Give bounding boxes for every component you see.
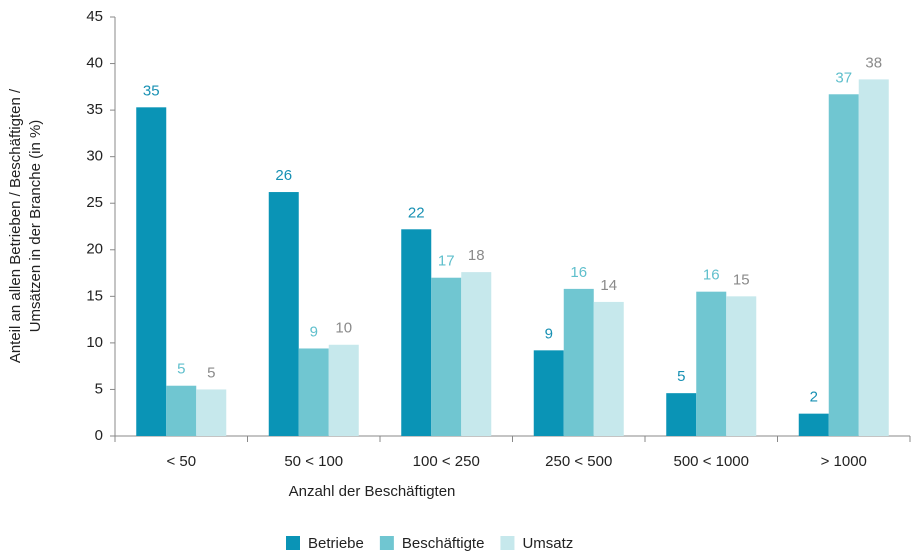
x-tick-label: > 1000	[821, 453, 867, 470]
data-label: 26	[275, 167, 292, 184]
bar	[166, 385, 197, 436]
y-tick-label: 35	[86, 101, 103, 118]
bar	[696, 291, 727, 436]
x-tick-label: 50 < 100	[284, 453, 343, 470]
bar	[828, 94, 859, 436]
bar	[666, 393, 697, 436]
data-label: 17	[438, 253, 455, 270]
legend-swatch	[379, 536, 394, 550]
x-tick-label: 500 < 1000	[674, 453, 750, 470]
bar	[593, 301, 624, 436]
data-label: 10	[335, 320, 352, 337]
data-label: 22	[408, 204, 425, 221]
y-tick-label: 15	[86, 287, 103, 304]
bar	[268, 192, 299, 436]
bar	[726, 296, 757, 436]
data-label: 5	[207, 364, 215, 381]
legend-label: Umsatz	[522, 535, 573, 552]
data-label: 5	[677, 368, 685, 385]
legend-label: Betriebe	[308, 535, 364, 552]
data-label: 38	[865, 54, 882, 71]
bar	[328, 344, 359, 436]
bar	[798, 413, 829, 436]
x-tick-label: 100 < 250	[413, 453, 480, 470]
data-label: 9	[310, 323, 318, 340]
x-tick-label: 250 < 500	[545, 453, 612, 470]
legend-swatch	[500, 536, 515, 550]
y-tick-label: 10	[86, 334, 103, 351]
y-tick-label: 25	[86, 194, 103, 211]
y-tick-label: 40	[86, 55, 103, 72]
y-axis-title: Anteil an allen Betrieben / Beschäftigte…	[7, 88, 24, 363]
bar	[298, 348, 329, 436]
bar	[431, 277, 462, 436]
x-axis-title: Anzahl der Beschäftigten	[289, 483, 456, 500]
y-tick-label: 5	[95, 380, 103, 397]
bar	[563, 288, 594, 436]
data-label: 15	[733, 271, 750, 288]
data-label: 35	[143, 82, 160, 99]
data-label: 37	[835, 69, 852, 86]
y-tick-label: 30	[86, 148, 103, 165]
x-tick-label: < 50	[166, 453, 196, 470]
data-label: 18	[468, 247, 485, 264]
data-label: 5	[177, 361, 185, 378]
data-label: 16	[570, 264, 587, 281]
bar	[461, 272, 492, 436]
legend-swatch	[286, 536, 300, 550]
bar	[533, 350, 564, 436]
bar	[401, 229, 432, 436]
bar	[196, 389, 227, 436]
y-tick-label: 20	[86, 241, 103, 258]
y-axis-title: Umsätzen in der Branche (in %)	[27, 120, 44, 333]
data-label: 14	[600, 277, 617, 294]
legend-label: Beschäftigte	[402, 535, 485, 552]
y-tick-label: 45	[86, 8, 103, 25]
bar	[858, 79, 889, 436]
data-label: 16	[703, 267, 720, 284]
bar	[136, 107, 167, 436]
data-label: 9	[545, 325, 553, 342]
y-tick-label: 0	[95, 427, 103, 444]
data-label: 2	[810, 389, 818, 406]
